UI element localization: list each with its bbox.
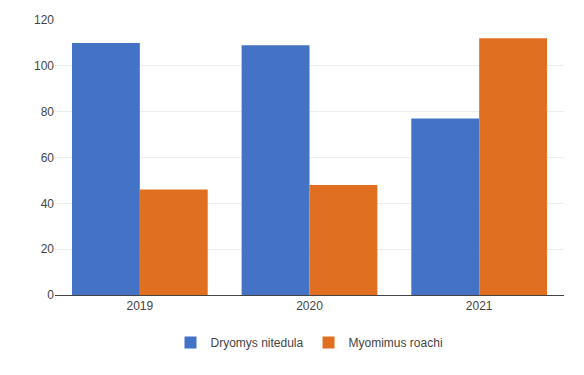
svg-text:2020: 2020 <box>296 299 323 313</box>
svg-text:80: 80 <box>41 105 55 119</box>
svg-text:2019: 2019 <box>126 299 153 313</box>
svg-text:20: 20 <box>41 242 55 256</box>
svg-text:100: 100 <box>34 59 54 73</box>
svg-text:Myomimus roachi: Myomimus roachi <box>349 336 443 350</box>
svg-text:60: 60 <box>41 151 55 165</box>
svg-text:0: 0 <box>47 288 54 302</box>
svg-text:120: 120 <box>34 13 54 27</box>
svg-text:2021: 2021 <box>466 299 493 313</box>
svg-text:Dryomys nitedula: Dryomys nitedula <box>211 336 304 350</box>
svg-text:40: 40 <box>41 197 55 211</box>
